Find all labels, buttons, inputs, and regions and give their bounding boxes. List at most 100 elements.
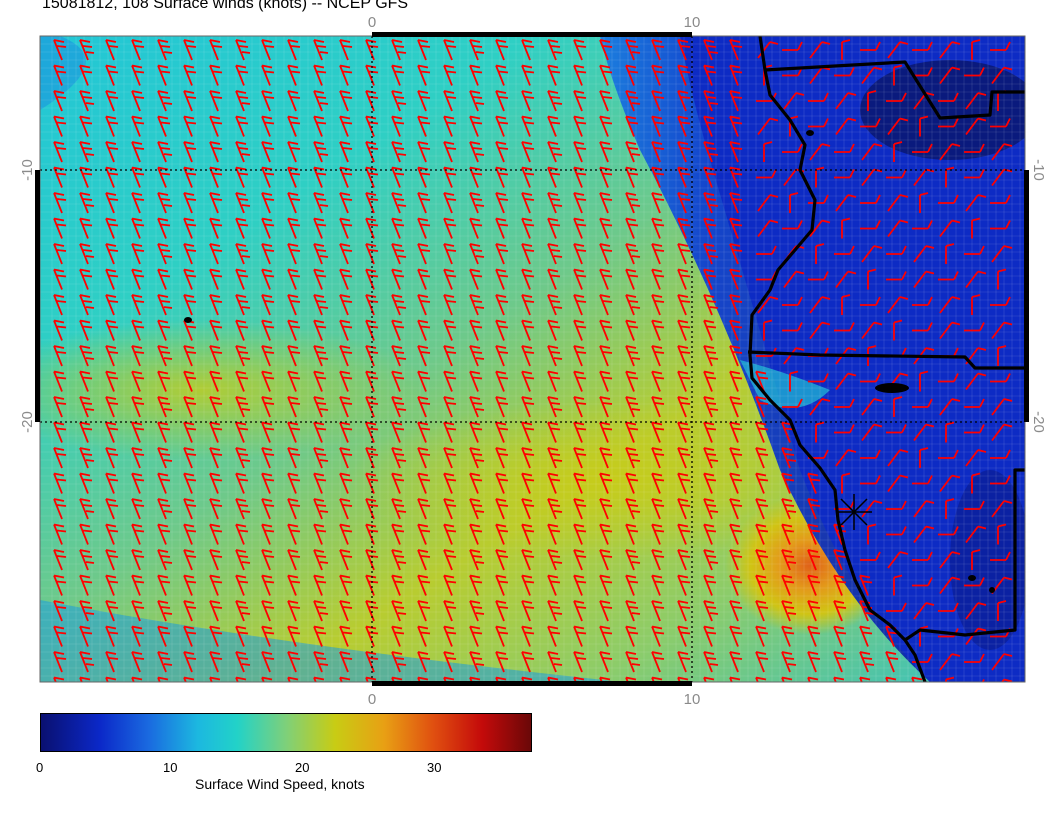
wind-barb [495, 294, 509, 316]
wind-barb [183, 141, 197, 163]
wind-barb [339, 217, 353, 239]
wind-barb [235, 217, 249, 239]
wind-barb [651, 268, 665, 290]
wind-barb [235, 166, 249, 188]
wind-barb [860, 118, 881, 128]
wind-barb [443, 549, 457, 571]
wind-barb [860, 551, 881, 561]
wind-barb [287, 294, 301, 316]
wind-barb [833, 549, 847, 571]
wind-barb [53, 370, 67, 392]
wind-barb [417, 574, 431, 596]
wind-barb [235, 39, 251, 61]
wind-barb [53, 319, 67, 341]
wind-barb [599, 523, 613, 545]
lat-lon-grid [40, 36, 1025, 682]
wind-barb [547, 523, 561, 545]
wind-barb [495, 651, 509, 673]
wind-barb [990, 220, 1011, 230]
wind-barb [365, 498, 379, 520]
wind-barb [391, 574, 405, 596]
wind-barb [965, 92, 987, 110]
wind-barb [183, 625, 197, 647]
wind-barb [964, 245, 985, 255]
wind-barb [990, 373, 1011, 383]
wind-barb [677, 574, 691, 596]
wind-barb [625, 319, 639, 341]
wind-barb [391, 625, 405, 647]
wind-barb [677, 141, 691, 163]
wind-barb [651, 166, 665, 188]
wind-speed-field [40, 36, 1025, 682]
wind-barb [157, 370, 171, 392]
wind-barb [651, 90, 665, 112]
wind-barb [313, 370, 327, 392]
wind-barb [625, 472, 639, 494]
wind-barb [443, 243, 457, 265]
wind-barb [391, 39, 407, 61]
wind-barb [815, 243, 825, 264]
wind-barb [599, 90, 613, 112]
wind-barb [651, 345, 665, 367]
wind-barb [729, 64, 743, 86]
wind-barb [313, 319, 327, 341]
wind-barb [808, 118, 829, 128]
wind-barb [495, 523, 509, 545]
wind-barb [651, 625, 665, 647]
wind-barb [183, 676, 195, 682]
wind-barb [53, 141, 67, 163]
wind-barb [599, 115, 613, 137]
wind-barb [53, 64, 67, 86]
wind-barb [835, 449, 857, 467]
wind-barb [443, 523, 457, 545]
wind-barb [573, 319, 587, 341]
wind-barb [651, 370, 665, 392]
wind-barb [183, 370, 197, 392]
wind-barb [105, 217, 119, 239]
wind-barb [599, 600, 613, 622]
wind-barb [971, 39, 981, 60]
wind-barb [313, 651, 329, 673]
wind-barb [755, 574, 769, 596]
wind-barb [261, 166, 275, 188]
wind-barb [860, 220, 881, 230]
wind-barb [651, 64, 665, 86]
wind-barb [157, 447, 173, 469]
wind-barb [677, 217, 691, 239]
wind-barb [939, 474, 961, 493]
wind-barb [339, 345, 353, 367]
wind-barb [469, 676, 481, 682]
wind-barb [625, 243, 641, 265]
wind-barb [677, 600, 691, 622]
wind-barb [53, 549, 67, 571]
wind-barb [417, 625, 431, 647]
wind-barb [131, 243, 145, 265]
wind-barb [287, 115, 301, 137]
wind-barb [105, 472, 119, 494]
lat-tick-right-20: -20 [1030, 411, 1047, 433]
wind-barb [183, 472, 197, 494]
wind-barb [861, 321, 883, 340]
wind-barb [521, 294, 535, 316]
wind-barb [157, 192, 173, 214]
wind-barb [417, 600, 431, 622]
wind-barb [833, 574, 847, 596]
wind-barb [79, 39, 95, 61]
wind-barb [971, 549, 981, 570]
wind-barb [919, 192, 929, 213]
wind-barb [313, 192, 329, 214]
wind-barb [365, 549, 379, 571]
wind-barb [235, 370, 249, 392]
wind-barb [599, 574, 613, 596]
wind-barb [913, 245, 935, 263]
wind-barb [886, 602, 907, 612]
wind-barb [599, 472, 613, 494]
wind-barb [893, 64, 903, 86]
wind-barb [105, 243, 119, 265]
wind-barb [209, 676, 221, 682]
wind-barb [651, 523, 665, 545]
wind-barb [495, 676, 507, 682]
wind-barb [971, 472, 981, 494]
wind-barb [599, 396, 613, 418]
wind-barb [677, 319, 691, 341]
